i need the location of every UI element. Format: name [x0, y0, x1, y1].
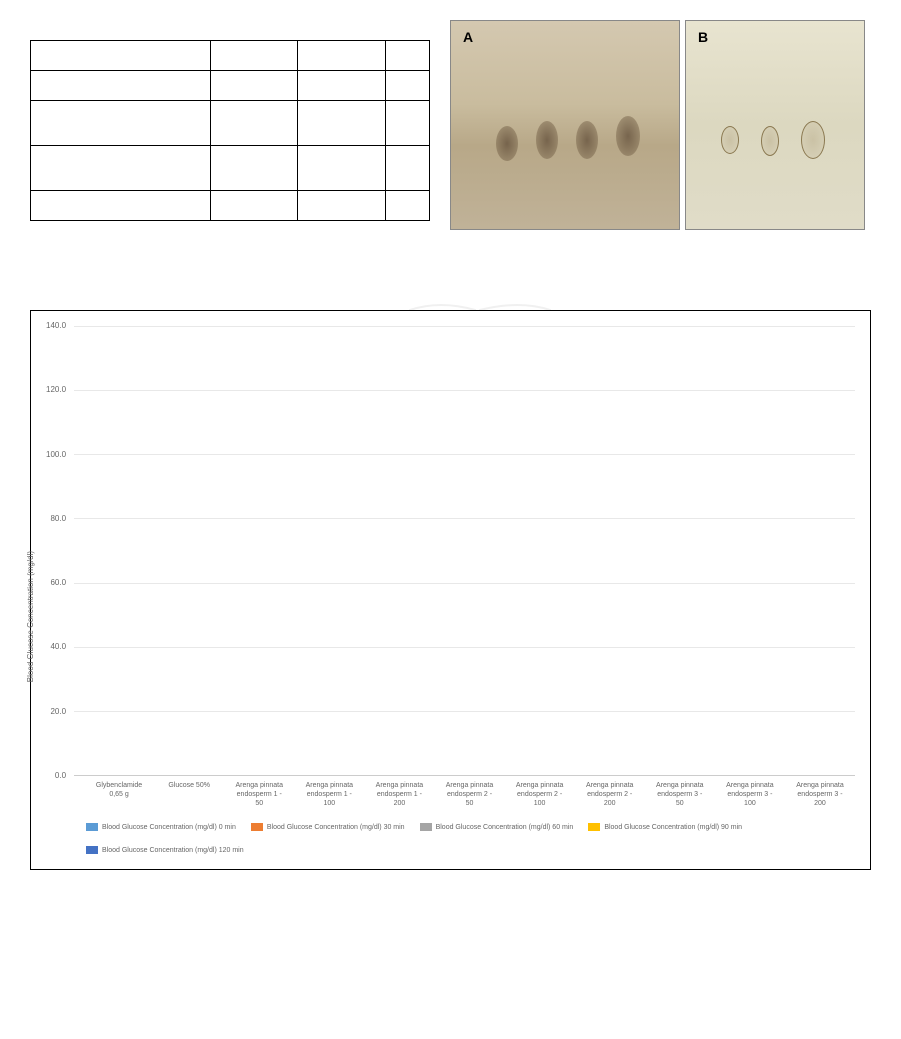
photo-a: A: [450, 20, 680, 230]
legend-label: Blood Glucose Concentration (mg/dl) 60 m…: [436, 824, 574, 831]
gridline: [74, 583, 855, 584]
photo-b-label: B: [698, 29, 708, 45]
gridline: [74, 711, 855, 712]
legend-item: Blood Glucose Concentration (mg/dl) 120 …: [86, 846, 244, 854]
x-label: Arenga pinnataendosperm 2 -50: [434, 781, 504, 808]
photo-b: B: [685, 20, 865, 230]
bar-chart: Blood Glucose Concentration (mg/dl) 140.…: [30, 310, 871, 870]
gridline: [74, 454, 855, 455]
legend-item: Blood Glucose Concentration (mg/dl) 0 mi…: [86, 823, 236, 831]
x-label: Arenga pinnataendosperm 3 -50: [645, 781, 715, 808]
gridline: [74, 647, 855, 648]
legend-label: Blood Glucose Concentration (mg/dl) 0 mi…: [102, 824, 236, 831]
legend-item: Blood Glucose Concentration (mg/dl) 30 m…: [251, 823, 405, 831]
photo-a-label: A: [463, 29, 473, 45]
x-label: Arenga pinnataendosperm 2 -100: [505, 781, 575, 808]
y-axis: Blood Glucose Concentration (mg/dl) 140.…: [46, 326, 74, 776]
x-label: Arenga pinnataendosperm 1 -200: [364, 781, 434, 808]
empty-table: [30, 40, 430, 230]
data-table: [30, 40, 430, 221]
x-label: Glybenclamide0,65 g: [84, 781, 154, 808]
chart-plot-area: Blood Glucose Concentration (mg/dl) 140.…: [46, 326, 855, 776]
x-axis-labels: Glybenclamide0,65 gGlucose 50%Arenga pin…: [46, 776, 855, 808]
x-label: Arenga pinnataendosperm 1 -100: [294, 781, 364, 808]
x-label: Arenga pinnataendosperm 2 -200: [575, 781, 645, 808]
gridline: [74, 518, 855, 519]
legend-item: Blood Glucose Concentration (mg/dl) 60 m…: [420, 823, 574, 831]
legend-swatch: [86, 846, 98, 854]
legend-swatch: [420, 823, 432, 831]
x-label: Arenga pinnataendosperm 3 -200: [785, 781, 855, 808]
legend-item: Blood Glucose Concentration (mg/dl) 90 m…: [588, 823, 742, 831]
chart-legend: Blood Glucose Concentration (mg/dl) 0 mi…: [46, 808, 855, 854]
bars-row: [74, 326, 855, 775]
x-label: Glucose 50%: [154, 781, 224, 808]
legend-swatch: [86, 823, 98, 831]
legend-swatch: [251, 823, 263, 831]
gridline: [74, 326, 855, 327]
top-section: A B: [0, 0, 901, 240]
x-label: Arenga pinnataendosperm 1 -50: [224, 781, 294, 808]
gridline: [74, 390, 855, 391]
photo-container: A B: [450, 20, 870, 230]
legend-swatch: [588, 823, 600, 831]
y-axis-label: Blood Glucose Concentration (mg/dl): [26, 551, 35, 682]
legend-label: Blood Glucose Concentration (mg/dl) 30 m…: [267, 824, 405, 831]
plot-area: [74, 326, 855, 776]
legend-label: Blood Glucose Concentration (mg/dl) 120 …: [102, 847, 244, 854]
x-label: Arenga pinnataendosperm 3 -100: [715, 781, 785, 808]
legend-label: Blood Glucose Concentration (mg/dl) 90 m…: [604, 824, 742, 831]
